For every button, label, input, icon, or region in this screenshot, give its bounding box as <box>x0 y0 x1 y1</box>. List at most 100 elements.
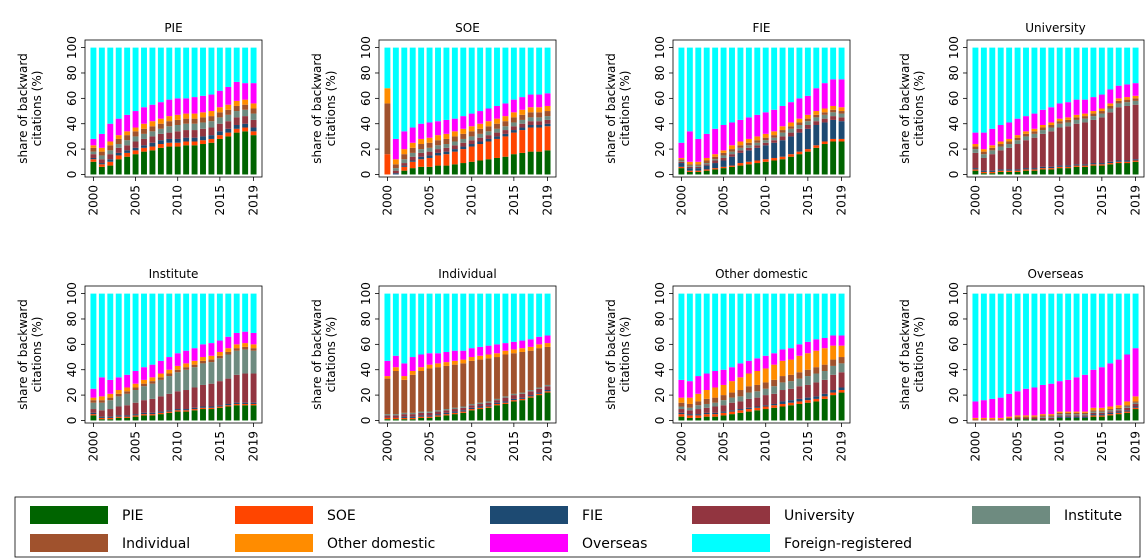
bar-segment <box>392 170 399 174</box>
bar-segment <box>686 166 693 169</box>
bar-segment <box>729 411 735 415</box>
bar-segment <box>225 351 232 355</box>
bar-segment <box>98 147 105 152</box>
bar-segment <box>191 364 198 368</box>
x-tick-label: 2010 <box>1053 185 1067 216</box>
bar-segment <box>804 400 811 403</box>
bar-segment <box>678 406 685 410</box>
bar-segment <box>242 99 249 105</box>
bar-segment <box>1124 97 1131 100</box>
bar-segment <box>392 47 399 139</box>
x-tick-label: 2005 <box>1011 185 1025 216</box>
bar-segment <box>796 132 803 152</box>
bar-segment <box>796 403 803 421</box>
bar-segment <box>678 166 685 169</box>
bar-segment <box>1073 165 1080 167</box>
bar-segment <box>426 415 433 417</box>
bar-segment <box>1132 100 1139 105</box>
bar-segment <box>90 415 97 421</box>
bar-segment <box>451 360 458 365</box>
bar-segment <box>208 406 215 408</box>
plot-frame <box>966 285 1145 424</box>
bar-segment <box>409 412 416 415</box>
bar-segment <box>132 154 139 175</box>
bar-segment <box>1098 108 1105 112</box>
bar-segment <box>678 47 685 143</box>
bar-segment <box>804 376 811 385</box>
bar-segment <box>1014 416 1021 418</box>
bar-segment <box>1073 415 1080 417</box>
bar-segment <box>796 118 803 123</box>
bar-segment <box>250 103 257 109</box>
bar-segment <box>729 397 735 403</box>
bar-segment <box>174 47 181 99</box>
bar-segment <box>771 405 778 408</box>
bar-segment <box>796 151 803 155</box>
bar-segment <box>813 124 820 146</box>
bar-segment <box>502 354 509 397</box>
bar-segment <box>1056 127 1063 166</box>
bar-segment <box>762 368 769 383</box>
bar-segment <box>1014 170 1021 172</box>
bar-segment <box>720 157 727 161</box>
bar-segment <box>519 47 526 98</box>
bar-segment <box>502 293 509 344</box>
bar-segment <box>435 410 441 412</box>
bar-segment <box>1006 171 1013 175</box>
bar-segment <box>460 146 467 150</box>
bar-segment <box>233 128 240 133</box>
bar-segment <box>1023 419 1029 421</box>
bar-segment <box>1132 47 1139 84</box>
bar-segment <box>695 171 702 175</box>
bar-segment <box>1124 293 1131 355</box>
bar-segment <box>1132 104 1139 160</box>
bar-segment <box>225 86 232 105</box>
bar-segment <box>821 122 828 142</box>
bar-segment <box>737 410 744 413</box>
bar-segment <box>1132 161 1139 175</box>
bar-segment <box>813 47 820 89</box>
x-tick-label: 2005 <box>129 185 143 216</box>
bar-segment <box>191 141 198 146</box>
bar-segment <box>838 141 845 175</box>
bar-segment <box>132 416 139 421</box>
bar-segment <box>804 124 811 129</box>
bar-segment <box>426 147 433 152</box>
bar-segment <box>821 364 828 371</box>
legend-swatch <box>490 506 568 524</box>
bar-segment <box>821 348 828 365</box>
bar-segment <box>510 122 517 127</box>
bar-segment <box>737 293 744 364</box>
bar-segment <box>1132 293 1139 349</box>
bar-segment <box>737 163 744 166</box>
legend-label: FIE <box>582 508 603 524</box>
bar-segment <box>157 118 164 124</box>
bar-segment <box>502 126 509 131</box>
bar-segment <box>115 159 122 175</box>
bar-segment <box>1065 119 1072 123</box>
bar-segment <box>98 419 105 421</box>
bar-segment <box>183 411 190 421</box>
bar-segment <box>830 79 837 106</box>
y-tick-label: 0 <box>65 417 79 425</box>
bar-segment <box>519 351 526 393</box>
bar-segment <box>384 417 391 420</box>
bar-segment <box>1132 409 1139 421</box>
bar-segment <box>216 405 223 407</box>
y-axis-label: share of backward <box>604 299 618 409</box>
bar-segment <box>686 47 693 132</box>
bar-segment <box>1107 363 1114 407</box>
bar-segment <box>796 372 803 379</box>
bar-segment <box>157 293 164 361</box>
bar-segment <box>1098 94 1105 109</box>
bar-segment <box>174 353 181 366</box>
bar-segment <box>804 114 811 119</box>
bar-segment <box>762 137 769 141</box>
bar-segment <box>1082 122 1088 165</box>
bar-segment <box>460 128 467 134</box>
bar-segment <box>720 384 727 396</box>
bar-segment <box>1090 164 1097 166</box>
x-tick-label: 2015 <box>213 185 227 216</box>
bar-segment <box>1006 393 1013 417</box>
bar-segment <box>712 416 719 421</box>
